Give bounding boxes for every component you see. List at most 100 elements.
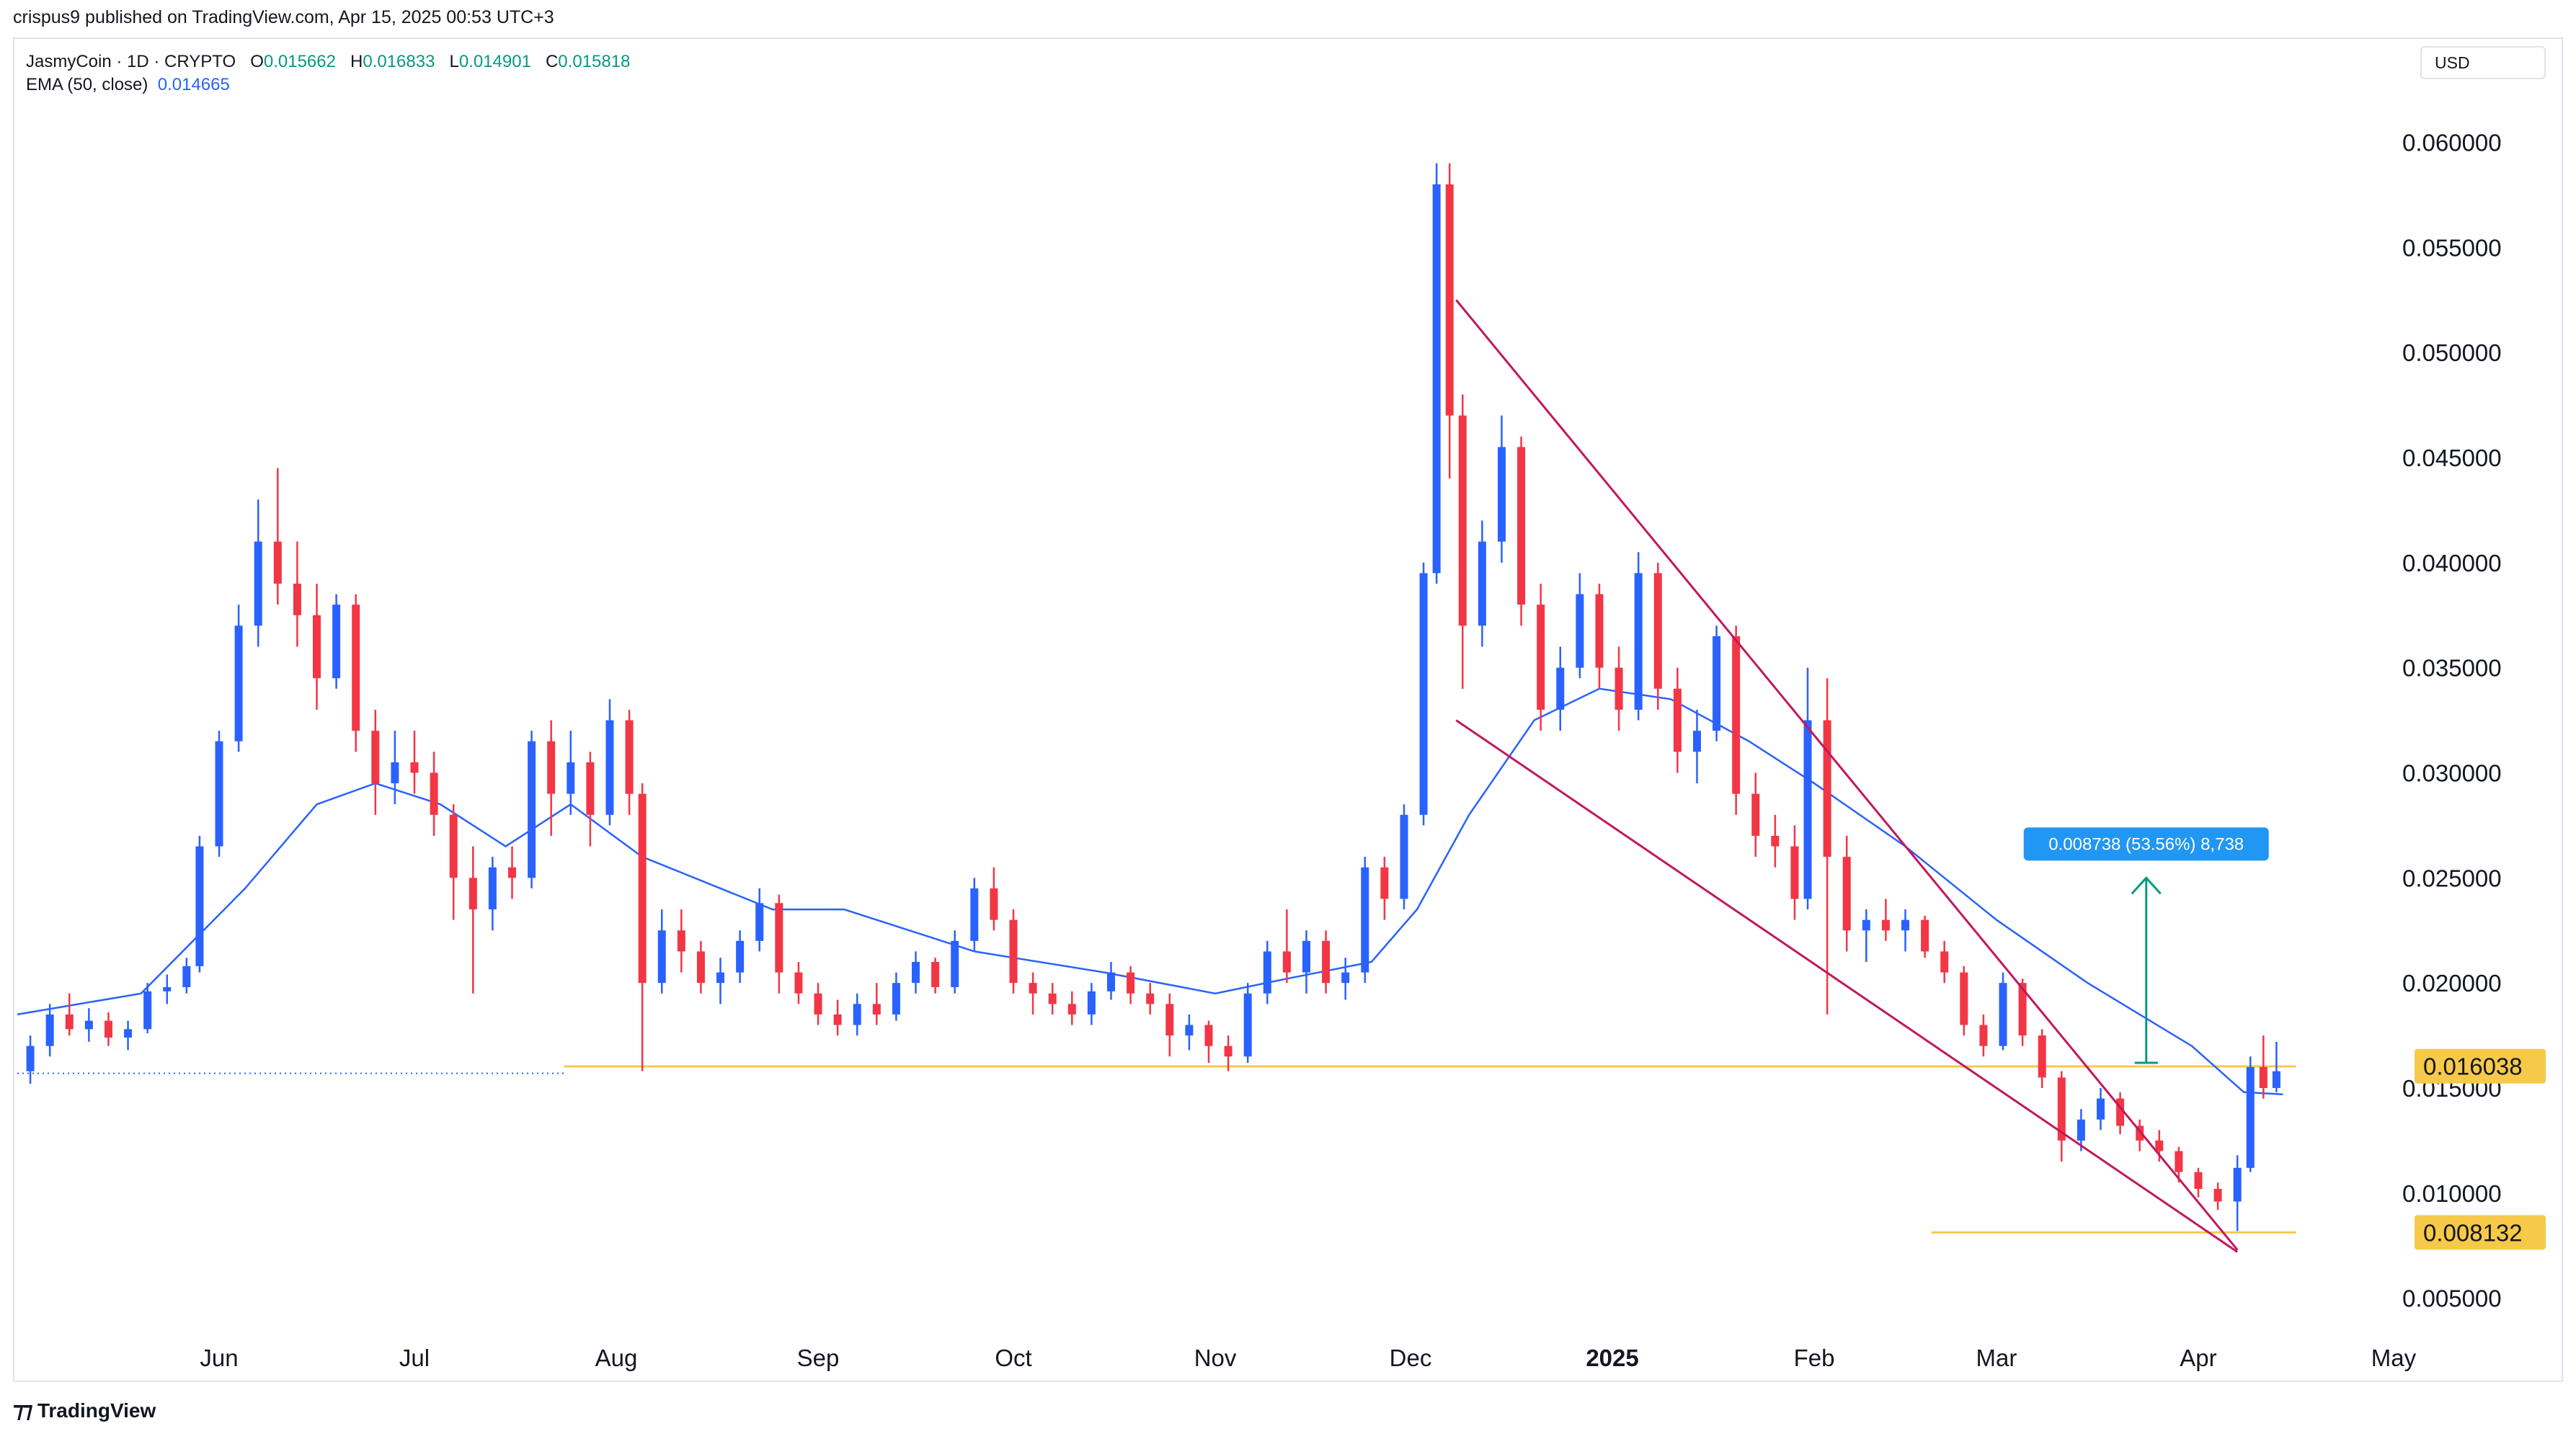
candle-body (912, 962, 920, 984)
candle-body (1653, 573, 1662, 689)
candle-body (677, 930, 685, 952)
open-label: O (250, 52, 264, 71)
candle-body (2116, 1098, 2125, 1126)
y-tick-label: 0.045000 (2402, 445, 2502, 471)
low-label: L (449, 52, 459, 71)
candle-body (1790, 846, 1799, 899)
candle (1478, 520, 1486, 647)
x-tick-label: May (2371, 1345, 2417, 1371)
candle-body (332, 605, 341, 679)
candle (1067, 991, 1076, 1025)
candle (2272, 1041, 2280, 1092)
candle-body (26, 1046, 35, 1071)
x-tick-label: Jul (399, 1345, 430, 1371)
candle (1165, 993, 1174, 1057)
candle (1282, 909, 1291, 984)
ema-label[interactable]: EMA (50, close) (26, 75, 148, 94)
price-label-box (2415, 1215, 2546, 1250)
x-tick-label: Dec (1390, 1345, 1432, 1371)
currency-selector[interactable]: USD (2420, 46, 2546, 79)
candle (1537, 584, 1545, 731)
candle-body (625, 720, 634, 794)
candle (163, 974, 172, 1004)
brand-name: TradingView (37, 1399, 156, 1422)
candle (1771, 814, 1780, 868)
candle (586, 752, 595, 847)
candle (488, 857, 497, 931)
candle (507, 846, 516, 899)
candle (951, 930, 959, 994)
close-label: C (545, 52, 559, 71)
candle (1732, 625, 1741, 815)
candle-body (547, 741, 556, 794)
low-value: 0.014901 (458, 52, 531, 71)
high-value: 0.016833 (363, 52, 435, 71)
candle (1881, 899, 1890, 941)
candle-body (1009, 919, 1018, 984)
candle (1107, 962, 1116, 1000)
candle (1204, 1020, 1213, 1063)
symbol-label[interactable]: JasmyCoin · 1D · CRYPTO (26, 52, 236, 71)
y-tick-label: 0.055000 (2402, 234, 2502, 261)
candle (2175, 1146, 2183, 1183)
y-tick-label: 0.030000 (2402, 760, 2502, 787)
candle-body (2096, 1098, 2105, 1120)
chart-frame[interactable] (13, 37, 2563, 1382)
candle (1653, 562, 1662, 710)
candle (775, 894, 783, 994)
y-tick-label: 0.025000 (2402, 865, 2502, 891)
candle-body (2213, 1189, 2222, 1202)
candle (1595, 584, 1604, 689)
close-value: 0.015818 (558, 52, 631, 71)
candle-body (1960, 972, 1968, 1025)
candle-body (586, 762, 595, 815)
candle-body (1432, 184, 1441, 574)
candle (1901, 909, 1910, 952)
candle-body (234, 625, 243, 741)
candle-body (1595, 594, 1604, 668)
candle (45, 1004, 54, 1057)
y-tick-label: 0.060000 (2402, 130, 2502, 156)
price-label-text: 0.016038 (2423, 1053, 2523, 1080)
candle (794, 962, 803, 1004)
footer-brand[interactable]: ⁊⁊ TradingView (13, 1398, 156, 1423)
candle (872, 983, 881, 1025)
published-header: crispus9 published on TradingView.com, A… (13, 7, 554, 27)
candle (1224, 1035, 1233, 1071)
candle (1517, 436, 1526, 626)
candle-body (1634, 573, 1643, 710)
open-value: 0.015662 (263, 52, 336, 71)
candle (696, 940, 705, 994)
candle-body (1771, 836, 1780, 847)
candle-body (2246, 1066, 2255, 1168)
candle-body (755, 903, 764, 941)
candle-body (254, 541, 262, 626)
y-tick-label: 0.010000 (2402, 1180, 2502, 1207)
candle (716, 958, 725, 1004)
candle (1263, 940, 1271, 1004)
candle-body (1921, 919, 1929, 952)
x-tick-label: Jun (200, 1345, 238, 1371)
candle (1556, 646, 1565, 731)
price-label-text: 0.008132 (2423, 1219, 2523, 1246)
candle (931, 958, 940, 994)
falling-wedge-line-2 (1455, 719, 2239, 1253)
candle-body (1243, 993, 1252, 1057)
candle (468, 846, 477, 994)
candle (2213, 1182, 2222, 1211)
candle (1615, 646, 1623, 731)
candle-body (1165, 1004, 1174, 1036)
y-tick-label: 0.050000 (2402, 339, 2502, 366)
candle-body (1692, 731, 1701, 752)
candle (1713, 625, 1721, 741)
candle-body (1556, 667, 1565, 710)
candle (2116, 1092, 2125, 1135)
candle-body (833, 1014, 842, 1025)
ema-row: EMA (50, close) 0.014665 (26, 73, 630, 97)
candle-body (104, 1020, 112, 1038)
candle-body (794, 972, 803, 994)
candle-body (1940, 951, 1949, 973)
candle-body (2155, 1140, 2164, 1151)
measure-arrow-head (2131, 876, 2162, 895)
